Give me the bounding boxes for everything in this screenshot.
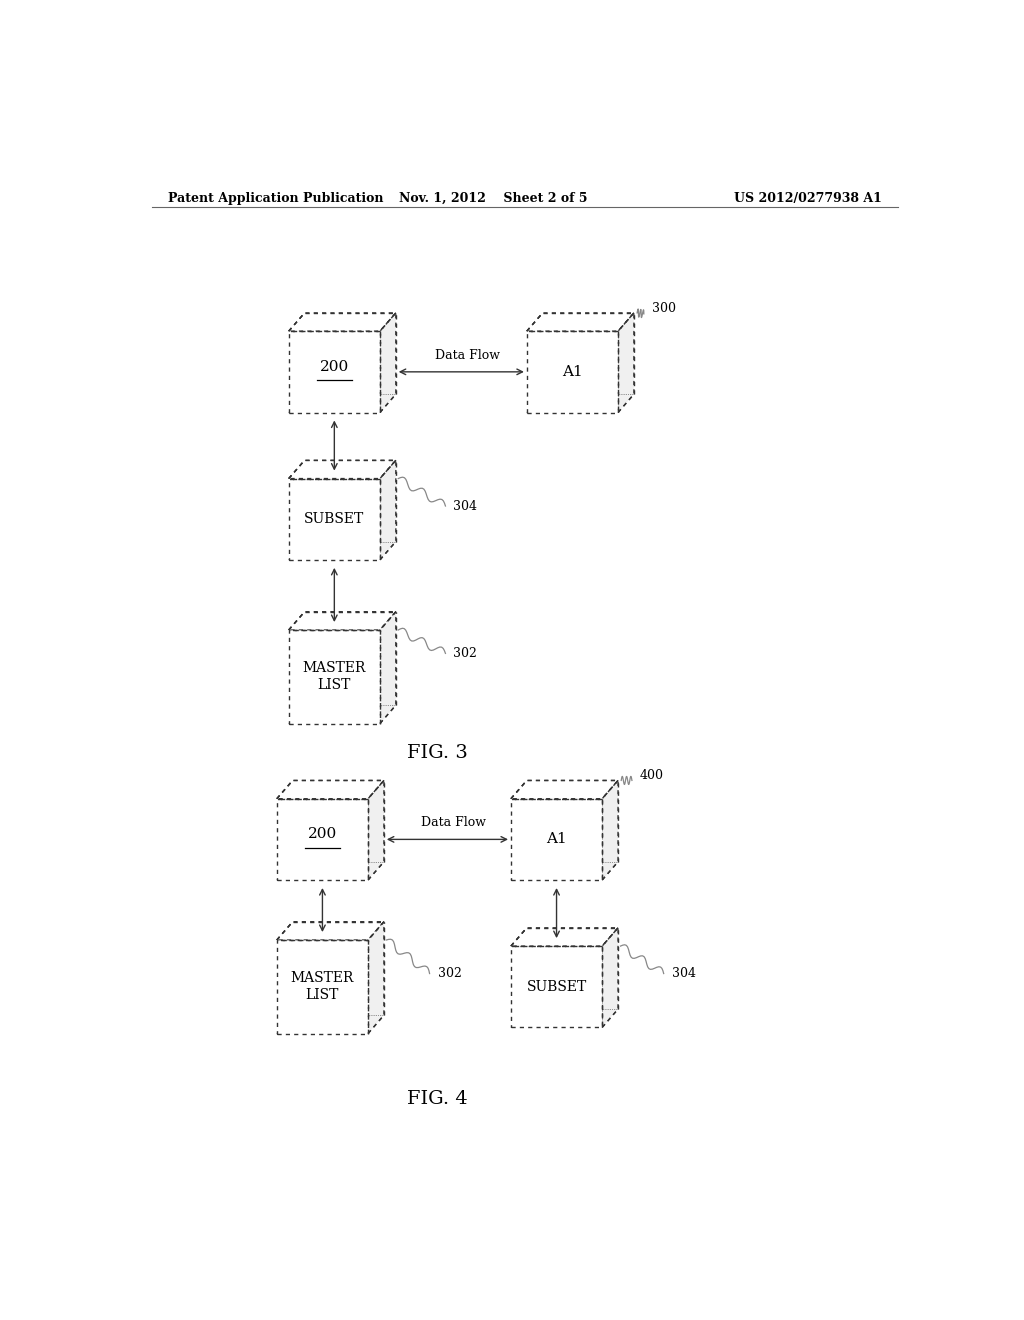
Bar bbox=[289, 630, 380, 723]
Text: MASTER
LIST: MASTER LIST bbox=[303, 661, 366, 693]
Polygon shape bbox=[380, 461, 396, 560]
Bar bbox=[276, 799, 368, 880]
Polygon shape bbox=[276, 921, 384, 940]
Text: SUBSET: SUBSET bbox=[304, 512, 365, 527]
Text: 302: 302 bbox=[454, 647, 477, 660]
Polygon shape bbox=[618, 313, 634, 412]
Polygon shape bbox=[526, 313, 634, 331]
Text: SUBSET: SUBSET bbox=[526, 979, 587, 994]
Text: FIG. 4: FIG. 4 bbox=[408, 1089, 468, 1107]
Bar bbox=[526, 331, 618, 412]
Polygon shape bbox=[511, 928, 618, 946]
Bar bbox=[276, 940, 368, 1034]
Text: Patent Application Publication: Patent Application Publication bbox=[168, 191, 383, 205]
Bar bbox=[289, 331, 380, 412]
Text: 304: 304 bbox=[672, 968, 695, 979]
Polygon shape bbox=[289, 611, 396, 630]
Text: Data Flow: Data Flow bbox=[421, 816, 486, 829]
Polygon shape bbox=[368, 921, 384, 1034]
Text: FIG. 3: FIG. 3 bbox=[408, 744, 468, 762]
Polygon shape bbox=[380, 611, 396, 723]
Bar bbox=[511, 946, 602, 1027]
Polygon shape bbox=[602, 780, 618, 880]
Text: 302: 302 bbox=[437, 968, 462, 979]
Polygon shape bbox=[602, 928, 618, 1027]
Bar bbox=[511, 799, 602, 880]
Text: US 2012/0277938 A1: US 2012/0277938 A1 bbox=[734, 191, 882, 205]
Text: MASTER
LIST: MASTER LIST bbox=[291, 972, 354, 1002]
Polygon shape bbox=[511, 780, 618, 799]
Text: A1: A1 bbox=[562, 364, 583, 379]
Text: 400: 400 bbox=[640, 768, 664, 781]
Text: 200: 200 bbox=[308, 828, 337, 841]
Text: 300: 300 bbox=[652, 302, 676, 315]
Polygon shape bbox=[380, 313, 396, 412]
Polygon shape bbox=[289, 313, 396, 331]
Text: 200: 200 bbox=[319, 360, 349, 374]
Polygon shape bbox=[368, 780, 384, 880]
Polygon shape bbox=[289, 461, 396, 479]
Text: A1: A1 bbox=[546, 833, 567, 846]
Polygon shape bbox=[276, 780, 384, 799]
Bar bbox=[289, 479, 380, 560]
Text: Nov. 1, 2012    Sheet 2 of 5: Nov. 1, 2012 Sheet 2 of 5 bbox=[398, 191, 588, 205]
Text: Data Flow: Data Flow bbox=[435, 348, 500, 362]
Text: 304: 304 bbox=[454, 499, 477, 512]
